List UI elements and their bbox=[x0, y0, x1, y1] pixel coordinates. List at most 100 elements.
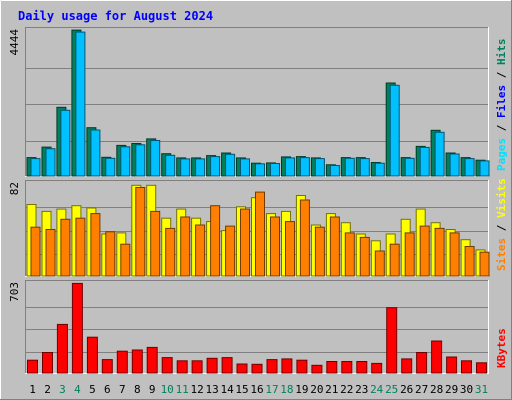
bar-sites-day-20 bbox=[314, 226, 325, 277]
bar-kbytes-day-28 bbox=[431, 340, 443, 374]
bar-files-day-19 bbox=[299, 157, 310, 177]
bar-files-day-5 bbox=[90, 129, 101, 177]
x-label-day-1: 1 bbox=[29, 383, 36, 396]
bar-sites-day-7 bbox=[120, 243, 131, 277]
panel-hits: 4444 Pages / Files / Hits bbox=[8, 27, 508, 177]
bar-sites-day-13 bbox=[210, 205, 221, 277]
x-label-day-18: 18 bbox=[280, 383, 293, 396]
legend-entry-2: Files bbox=[495, 85, 508, 118]
legend-entry-2: Visits bbox=[495, 178, 508, 218]
bar-sites-day-28 bbox=[434, 227, 445, 277]
legend-entry-0: KBytes bbox=[495, 328, 508, 368]
bar-sites-day-31 bbox=[479, 251, 490, 277]
bar-kbytes-day-2 bbox=[42, 352, 53, 374]
bar-files-day-14 bbox=[225, 153, 236, 177]
chart-panels: 4444 Pages / Files / Hits 82 Sites / Visits… bbox=[8, 27, 508, 374]
legend-entry-3: / bbox=[495, 65, 508, 85]
bar-kbytes-day-18 bbox=[281, 358, 293, 374]
bar-files-day-22 bbox=[344, 157, 355, 177]
x-label-day-20: 20 bbox=[310, 383, 323, 396]
bar-files-day-29 bbox=[449, 153, 460, 177]
bar-files-day-28 bbox=[434, 131, 445, 177]
bar-sites-day-26 bbox=[404, 232, 415, 277]
bar-kbytes-day-8 bbox=[131, 349, 143, 374]
bar-files-day-31 bbox=[479, 160, 490, 177]
bar-files-day-7 bbox=[120, 146, 131, 177]
panel-kbytes-background bbox=[25, 280, 489, 374]
x-label-day-28: 28 bbox=[430, 383, 443, 396]
bar-kbytes-day-5 bbox=[86, 336, 98, 374]
x-axis-labels: 1 2 3 4 5 6 7 8 9 10 11 12 13 14 15 16 17 18 19 20 21 22 23 24 2… bbox=[29, 383, 488, 396]
bar-sites-day-11 bbox=[180, 216, 191, 277]
bar-files-day-15 bbox=[240, 158, 250, 177]
bar-kbytes-day-10 bbox=[161, 357, 173, 374]
x-label-day-2: 2 bbox=[44, 383, 51, 396]
x-label-day-16: 16 bbox=[250, 383, 263, 396]
panel-hits-background bbox=[25, 27, 489, 177]
bar-kbytes-day-23 bbox=[356, 361, 368, 374]
bar-kbytes-day-11 bbox=[176, 360, 188, 374]
bar-files-day-16 bbox=[255, 163, 265, 177]
bar-files-day-1 bbox=[30, 158, 41, 177]
bar-files-day-23 bbox=[359, 158, 370, 177]
x-label-day-6: 6 bbox=[104, 383, 111, 396]
bar-sites-day-22 bbox=[344, 232, 355, 277]
bar-sites-day-23 bbox=[359, 236, 370, 277]
x-label-day-24: 24 bbox=[370, 383, 384, 396]
bar-files-day-6 bbox=[105, 157, 116, 177]
bar-kbytes-day-19 bbox=[296, 359, 308, 374]
bar-kbytes-day-13 bbox=[206, 357, 218, 374]
bar-sites-day-6 bbox=[105, 231, 116, 277]
bar-files-day-24 bbox=[374, 162, 385, 177]
x-label-day-21: 21 bbox=[325, 383, 338, 396]
bar-files-day-21 bbox=[329, 165, 340, 177]
bar-files-day-9 bbox=[150, 140, 161, 177]
x-label-day-27: 27 bbox=[415, 383, 428, 396]
bar-sites-day-30 bbox=[464, 246, 475, 277]
bar-sites-day-3 bbox=[60, 218, 71, 277]
bar-sites-day-10 bbox=[165, 227, 176, 277]
bar-files-day-11 bbox=[180, 158, 191, 177]
legend-entry-1: / bbox=[495, 218, 508, 238]
bar-files-day-8 bbox=[135, 144, 146, 177]
x-label-day-15: 15 bbox=[235, 383, 248, 396]
x-label-day-30: 30 bbox=[460, 383, 473, 396]
bar-sites-day-12 bbox=[195, 224, 206, 277]
bar-kbytes-day-9 bbox=[146, 346, 158, 374]
x-label-day-17: 17 bbox=[265, 383, 278, 396]
bar-sites-day-1 bbox=[30, 226, 41, 277]
bar-sites-day-19 bbox=[299, 199, 310, 277]
bar-sites-day-25 bbox=[389, 243, 400, 277]
bar-kbytes-day-7 bbox=[116, 350, 128, 374]
bar-kbytes-day-27 bbox=[416, 352, 428, 374]
bar-sites-day-8 bbox=[135, 187, 146, 277]
bar-files-day-3 bbox=[60, 109, 71, 177]
bar-kbytes-day-30 bbox=[461, 360, 472, 374]
bar-kbytes-day-1 bbox=[27, 359, 38, 374]
bar-sites-day-5 bbox=[90, 213, 101, 277]
bar-sites-day-9 bbox=[150, 210, 161, 277]
bar-sites-day-18 bbox=[285, 221, 295, 277]
x-label-day-12: 12 bbox=[190, 383, 203, 396]
bar-sites-day-14 bbox=[225, 225, 236, 277]
bar-files-day-10 bbox=[165, 154, 176, 177]
x-label-day-14: 14 bbox=[220, 383, 234, 396]
x-label-day-5: 5 bbox=[89, 383, 96, 396]
x-label-day-11: 11 bbox=[176, 383, 189, 396]
bar-files-day-2 bbox=[45, 148, 56, 177]
panel-kbytes-legend: KBytes bbox=[495, 328, 508, 368]
bar-kbytes-day-20 bbox=[311, 364, 323, 374]
bar-kbytes-day-3 bbox=[56, 323, 68, 374]
bar-files-day-17 bbox=[270, 163, 280, 177]
x-label-day-3: 3 bbox=[59, 383, 66, 396]
bar-kbytes-day-17 bbox=[266, 359, 278, 374]
x-label-day-9: 9 bbox=[149, 383, 156, 396]
bar-kbytes-day-26 bbox=[401, 358, 413, 374]
x-label-day-13: 13 bbox=[205, 383, 218, 396]
legend-entry-1: / bbox=[495, 118, 508, 138]
bar-kbytes-day-14 bbox=[221, 357, 233, 374]
bar-files-day-25 bbox=[389, 84, 400, 177]
x-label-day-23: 23 bbox=[355, 383, 368, 396]
x-label-day-25: 25 bbox=[385, 383, 398, 396]
